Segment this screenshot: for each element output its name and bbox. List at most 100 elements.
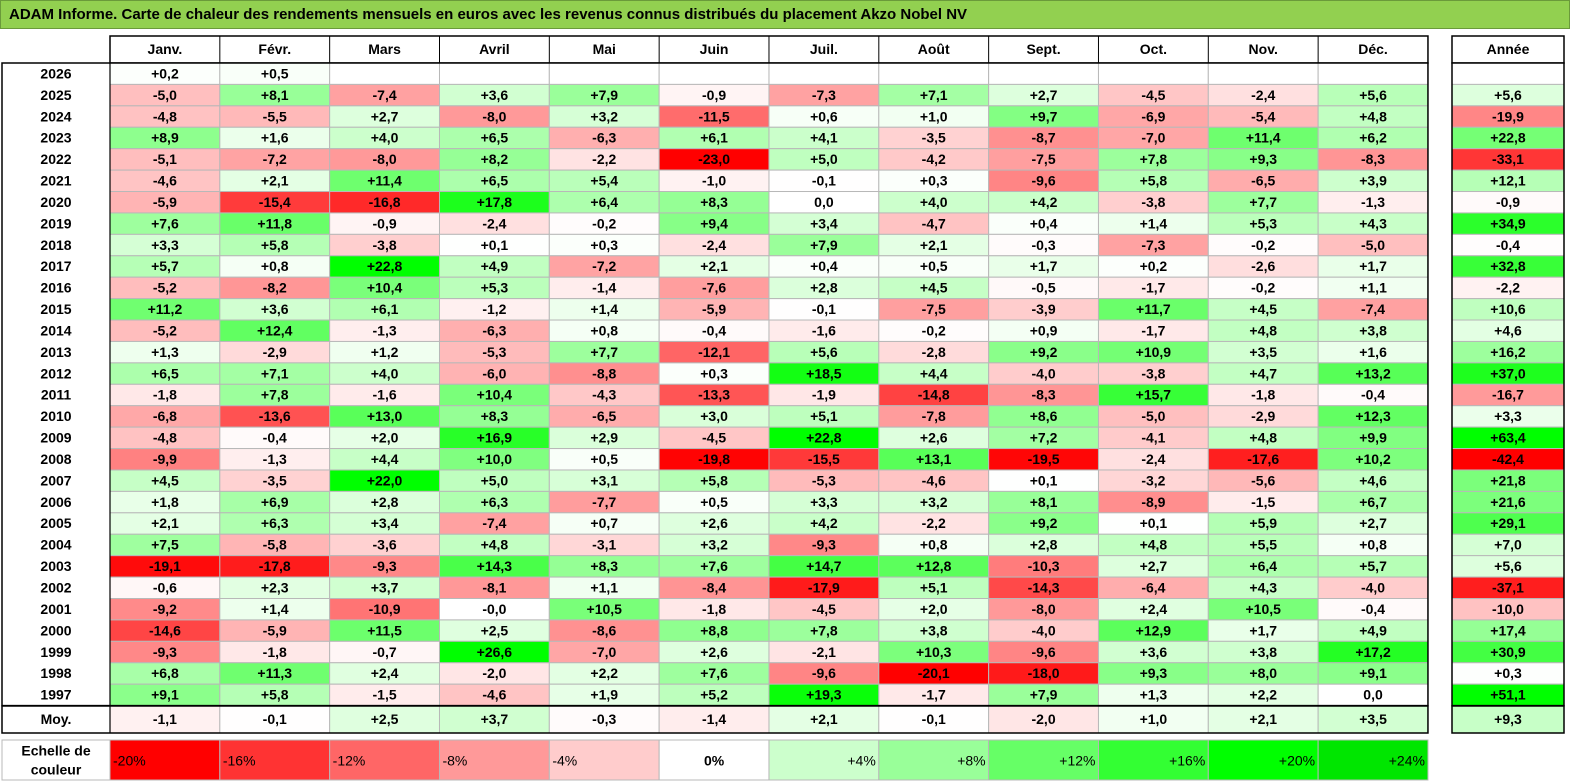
row-label: 2013 <box>40 344 71 360</box>
cell-value: +10,9 <box>1136 344 1172 360</box>
cell-value: +8,3 <box>590 558 618 574</box>
row-label: 2003 <box>40 558 71 574</box>
cell-value: +7,6 <box>700 558 728 574</box>
cell-value: +1,4 <box>590 301 618 317</box>
cell-value: -4,6 <box>922 472 946 488</box>
cell-value: -17,8 <box>259 558 291 574</box>
cell-value: +15,7 <box>1136 387 1172 403</box>
cell-value: +7,9 <box>590 87 618 103</box>
cell-value: +3,7 <box>371 579 399 595</box>
cell-value: +8,1 <box>1030 494 1058 510</box>
cell-value: +5,8 <box>1140 173 1168 189</box>
row-label: 2019 <box>40 215 71 231</box>
heatmap-cell <box>548 62 660 85</box>
cell-value: +12,9 <box>1136 622 1172 638</box>
cell-value: -0,4 <box>1361 387 1385 403</box>
cell-value: -3,5 <box>263 472 287 488</box>
row-label: 2017 <box>40 258 71 274</box>
cell-value: -5,2 <box>153 280 177 296</box>
cell-value: +5,6 <box>1359 87 1387 103</box>
scale-swatch <box>219 739 331 781</box>
column-header: Oct. <box>1140 41 1167 57</box>
cell-value: +1,6 <box>261 130 289 146</box>
cell-value: +13,2 <box>1355 365 1391 381</box>
cell-value: +0,2 <box>151 65 179 81</box>
cell-value: -5,6 <box>1251 472 1275 488</box>
cell-value: +1,3 <box>151 344 179 360</box>
cell-value: +0,5 <box>920 258 948 274</box>
cell-value: +5,5 <box>1249 537 1277 553</box>
cell-value: -8,3 <box>1031 387 1055 403</box>
average-value: -0,3 <box>592 711 616 727</box>
cell-value: +7,9 <box>810 237 838 253</box>
cell-value: -5,5 <box>263 108 287 124</box>
cell-value: -8,6 <box>592 622 616 638</box>
cell-value: +10,5 <box>587 601 623 617</box>
cell-value: -4,3 <box>592 387 616 403</box>
year-value: +3,3 <box>1494 408 1522 424</box>
cell-value: -4,0 <box>1031 365 1055 381</box>
scale-stop-label: +12% <box>1059 753 1095 769</box>
cell-value: -4,5 <box>702 430 726 446</box>
cell-value: +3,0 <box>700 408 728 424</box>
cell-value: +4,8 <box>1359 108 1387 124</box>
cell-value: -5,3 <box>812 472 836 488</box>
column-header: Mai <box>593 41 616 57</box>
cell-value: +5,1 <box>810 408 838 424</box>
average-value: +2,1 <box>1249 711 1277 727</box>
cell-value: +12,4 <box>257 322 293 338</box>
column-header: Avril <box>479 41 510 57</box>
year-value: +7,0 <box>1494 537 1522 553</box>
cell-value: +2,7 <box>1140 558 1168 574</box>
cell-value: +3,8 <box>1249 644 1277 660</box>
cell-value: -3,8 <box>1141 194 1165 210</box>
year-value: +17,4 <box>1490 622 1526 638</box>
cell-value: +8,9 <box>151 130 179 146</box>
year-value: +37,0 <box>1490 365 1526 381</box>
scale-swatch <box>548 739 660 781</box>
scale-stop-label: +8% <box>957 753 985 769</box>
cell-value: -7,4 <box>1361 301 1385 317</box>
cell-value: +7,1 <box>920 87 948 103</box>
cell-value: -2,8 <box>922 344 946 360</box>
cell-value: -11,5 <box>698 108 729 124</box>
cell-value: -2,4 <box>482 215 506 231</box>
cell-value: -8,0 <box>482 108 506 124</box>
cell-value: -1,5 <box>1251 494 1275 510</box>
cell-value: +8,3 <box>700 194 728 210</box>
cell-value: +6,1 <box>371 301 399 317</box>
cell-value: -12,1 <box>698 344 730 360</box>
cell-value: -7,5 <box>1031 151 1055 167</box>
row-label: 2002 <box>40 579 71 595</box>
cell-value: +5,7 <box>1359 558 1387 574</box>
cell-value: -4,6 <box>153 173 177 189</box>
cell-value: +1,4 <box>1140 215 1168 231</box>
cell-value: +2,1 <box>151 515 179 531</box>
year-value: -0,9 <box>1496 194 1520 210</box>
scale-swatch <box>1317 739 1429 781</box>
cell-value: -5,1 <box>153 151 177 167</box>
cell-value: 0,0 <box>814 194 834 210</box>
cell-value: -3,8 <box>1141 365 1165 381</box>
cell-value: +3,8 <box>920 622 948 638</box>
cell-value: -0,4 <box>1361 601 1385 617</box>
cell-value: -7,0 <box>1141 130 1165 146</box>
cell-value: -13,3 <box>698 387 730 403</box>
cell-value: +2,6 <box>920 430 948 446</box>
column-header: Juil. <box>810 41 838 57</box>
heatmap-cell <box>658 62 770 85</box>
cell-value: +2,6 <box>700 515 728 531</box>
cell-value: +0,2 <box>1140 258 1168 274</box>
cell-value: -9,6 <box>812 665 836 681</box>
cell-value: -3,8 <box>373 237 397 253</box>
average-label: Moy. <box>41 711 72 727</box>
year-value: -16,7 <box>1492 387 1524 403</box>
cell-value: -10,3 <box>1028 558 1060 574</box>
cell-value: +4,4 <box>371 451 399 467</box>
cell-value: +2,1 <box>261 173 289 189</box>
cell-value: +5,3 <box>1249 215 1277 231</box>
cell-value: -6,3 <box>592 130 616 146</box>
cell-value: +12,3 <box>1355 408 1391 424</box>
cell-value: +1,1 <box>590 579 618 595</box>
cell-value: +6,9 <box>261 494 289 510</box>
